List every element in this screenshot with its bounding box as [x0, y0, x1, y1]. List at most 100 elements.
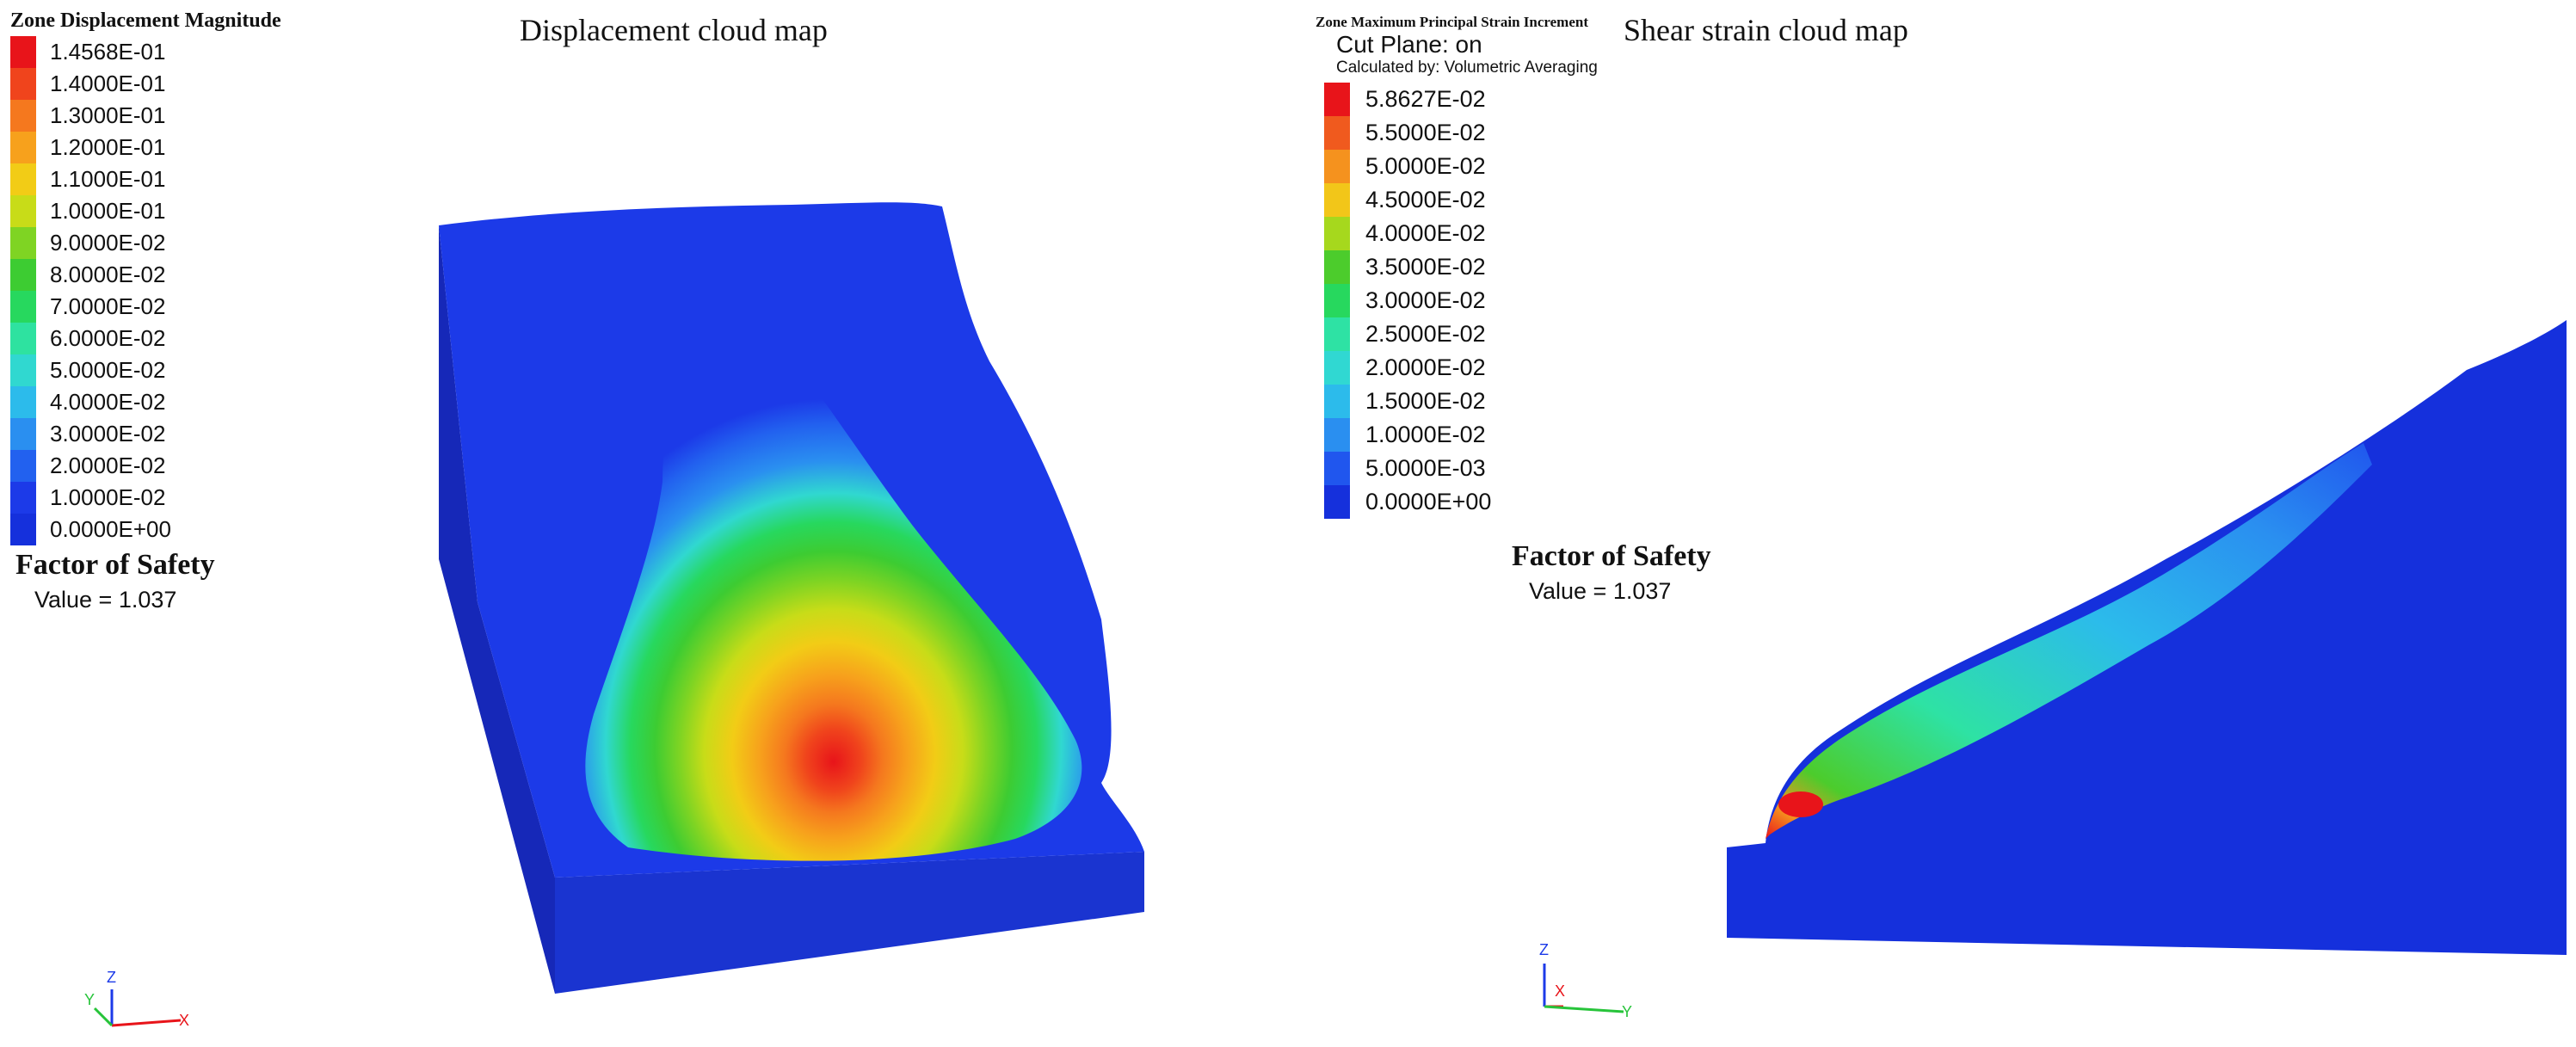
legend-color-swatch: [10, 68, 36, 100]
legend-color-swatch: [10, 450, 36, 482]
legend-entry: 9.0000E-02: [10, 227, 281, 259]
legend-color-swatch: [10, 259, 36, 291]
legend-value-label: 0.0000E+00: [1365, 489, 1492, 514]
legend-value-label: 6.0000E-02: [50, 325, 166, 351]
legend-entry: 4.0000E-02: [1324, 217, 1598, 250]
legend-entry: 3.0000E-02: [1324, 284, 1598, 317]
legend-entry: 5.0000E-03: [1324, 452, 1598, 485]
legend-value-label: 3.0000E-02: [50, 421, 166, 447]
calculated-by-label: Calculated by: Volumetric Averaging: [1336, 59, 1598, 77]
legend-entry: 2.0000E-02: [1324, 351, 1598, 385]
legend-title: Zone Maximum Principal Strain Increment: [1316, 14, 1588, 30]
legend-value-label: 1.0000E-02: [50, 484, 166, 510]
strain-legend: Zone Maximum Principal Strain Increment …: [1316, 14, 1598, 519]
x-axis-line: [111, 1019, 182, 1027]
legend-value-label: 4.0000E-02: [50, 389, 166, 415]
legend-color-swatch: [10, 36, 36, 68]
legend-color-swatch: [1324, 452, 1350, 485]
legend-color-swatch: [10, 323, 36, 354]
legend-entry: 8.0000E-02: [10, 259, 281, 291]
legend-value-label: 5.8627E-02: [1365, 86, 1486, 112]
y-axis-label: Y: [1622, 1003, 1633, 1020]
legend-entry: 5.0000E-02: [10, 354, 281, 386]
factor-of-safety-label: Factor of Safety: [1512, 540, 1711, 572]
y-axis-label: Y: [84, 991, 96, 1008]
legend-value-label: 5.0000E-02: [50, 357, 166, 383]
y-axis-line: [1544, 1005, 1624, 1013]
legend-color-swatch: [1324, 183, 1350, 217]
legend-value-label: 1.0000E-02: [1365, 422, 1486, 447]
legend-value-label: 2.0000E-02: [50, 453, 166, 478]
legend-color-swatch: [10, 514, 36, 545]
x-axis-label: X: [1555, 982, 1566, 1000]
legend-color-swatch: [1324, 83, 1350, 116]
legend-color-swatch: [1324, 351, 1350, 385]
legend-entry: 1.4000E-01: [10, 68, 281, 100]
legend-value-label: 1.4568E-01: [50, 39, 166, 65]
legend-entry: 1.1000E-01: [10, 163, 281, 195]
legend-entry: 1.0000E-02: [10, 482, 281, 514]
legend-entry: 1.0000E-02: [1324, 418, 1598, 452]
displacement-panel: Zone Displacement Magnitude 1.4568E-01 1.…: [10, 9, 1144, 1041]
legend-value-label: 1.2000E-01: [50, 134, 166, 160]
factor-of-safety-label: Factor of Safety: [15, 549, 215, 581]
legend-color-swatch: [1324, 385, 1350, 418]
legend-value-label: 1.5000E-02: [1365, 388, 1486, 414]
legend-color-swatch: [1324, 116, 1350, 150]
shear-band: [1766, 443, 2372, 839]
legend-color-swatch: [10, 227, 36, 259]
panel-caption: Displacement cloud map: [520, 13, 828, 47]
legend-value-label: 1.3000E-01: [50, 102, 166, 128]
legend-color-swatch: [10, 354, 36, 386]
legend-entry: 6.0000E-02: [10, 323, 281, 354]
legend-value-label: 5.0000E-03: [1365, 455, 1486, 481]
legend-value-label: 3.0000E-02: [1365, 287, 1486, 313]
legend-entry: 4.0000E-02: [10, 386, 281, 418]
axis-triad: Z Y X: [69, 955, 198, 1041]
legend-scale: 5.8627E-02 5.5000E-02 5.0000E-02 4.5000E-02…: [1324, 83, 1598, 519]
legend-color-swatch: [10, 163, 36, 195]
legend-color-swatch: [1324, 317, 1350, 351]
legend-value-label: 4.5000E-02: [1365, 187, 1486, 212]
legend-entry: 1.3000E-01: [10, 100, 281, 132]
legend-value-label: 4.0000E-02: [1365, 220, 1486, 246]
legend-color-swatch: [1324, 150, 1350, 183]
legend-entry: 7.0000E-02: [10, 291, 281, 323]
legend-color-swatch: [10, 386, 36, 418]
legend-entry: 3.0000E-02: [10, 418, 281, 450]
legend-entry: 5.0000E-02: [1324, 150, 1598, 183]
legend-value-label: 3.5000E-02: [1365, 254, 1486, 280]
x-axis-label: X: [179, 1012, 190, 1029]
y-axis-line: [93, 1007, 114, 1027]
legend-value-label: 2.5000E-02: [1365, 321, 1486, 347]
legend-entry: 3.5000E-02: [1324, 250, 1598, 284]
block-front-face: [555, 852, 1144, 994]
shear-strain-panel: Zone Maximum Principal Strain Increment …: [1288, 0, 2576, 1047]
legend-entry: 0.0000E+00: [1324, 485, 1598, 519]
legend-value-label: 0.0000E+00: [50, 516, 171, 542]
legend-entry: 5.5000E-02: [1324, 116, 1598, 150]
legend-entry: 0.0000E+00: [10, 514, 281, 545]
legend-color-swatch: [10, 195, 36, 227]
displacement-plume: [585, 311, 1082, 861]
legend-color-swatch: [1324, 284, 1350, 317]
cut-plane-label: Cut Plane: on: [1336, 31, 1482, 58]
block-side-face: [439, 225, 555, 994]
legend-color-swatch: [10, 291, 36, 323]
legend-color-swatch: [1324, 485, 1350, 519]
strain-peak-zone: [1778, 791, 1823, 817]
legend-color-swatch: [10, 482, 36, 514]
legend-color-swatch: [10, 418, 36, 450]
legend-value-label: 7.0000E-02: [50, 293, 166, 319]
legend-entry: 2.5000E-02: [1324, 317, 1598, 351]
legend-title: Zone Displacement Magnitude: [10, 9, 281, 32]
legend-value-label: 2.0000E-02: [1365, 354, 1486, 380]
legend-color-swatch: [10, 100, 36, 132]
legend-entry: 2.0000E-02: [10, 450, 281, 482]
z-axis-label: Z: [107, 969, 116, 986]
legend-color-swatch: [1324, 250, 1350, 284]
shear-strain-section: [1727, 320, 2567, 955]
legend-entry: 1.4568E-01: [10, 36, 281, 68]
axis-triad: Z X Y: [1529, 921, 1658, 1024]
legend-color-swatch: [1324, 418, 1350, 452]
